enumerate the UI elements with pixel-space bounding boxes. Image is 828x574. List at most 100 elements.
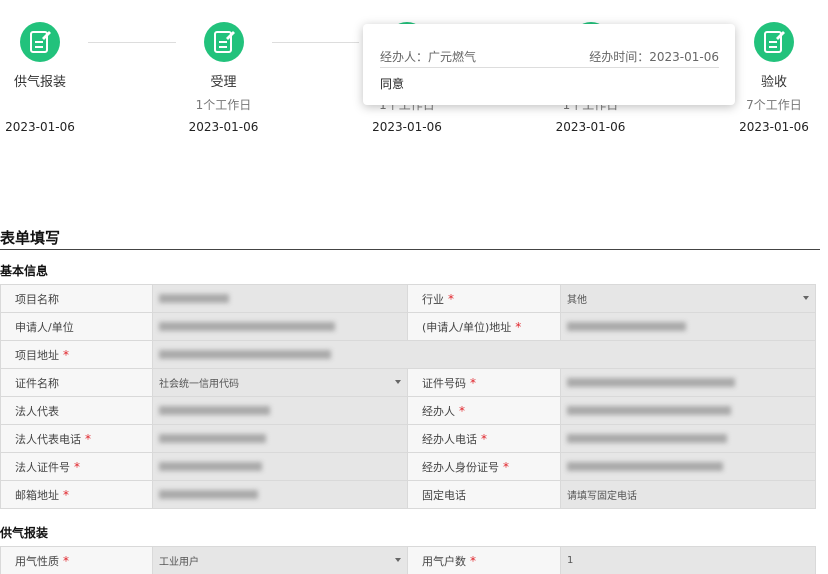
field-label: 经办人 * [407,396,561,425]
blurred-value [159,406,270,415]
select-field[interactable]: 社会统一信用代码 [152,368,408,397]
dropdown-arrow [395,380,401,384]
input-field[interactable] [152,480,408,509]
required-mark: * [459,403,465,418]
input-field[interactable] [152,424,408,453]
blurred-value [159,350,331,359]
connector [88,42,176,43]
field-value: 1 [567,555,574,566]
required-mark: * [74,459,80,474]
form-divider [0,249,820,250]
input-field[interactable] [152,284,408,313]
form-title: 表单填写 [0,229,61,247]
blurred-value [159,490,258,499]
input-field[interactable] [152,340,816,369]
step-icon [203,22,244,62]
field-label: 固定电话 [407,480,561,509]
required-mark: * [481,431,487,446]
label-text: 项目地址 [15,348,59,362]
blurred-value [159,462,262,471]
select-field[interactable]: 工业用户 [152,546,408,574]
step-date: 2023-01-06 [739,120,809,134]
step-icon-wrap [202,20,246,64]
field-label: 法人证件号 * [0,452,153,481]
field-label: 邮箱地址 * [0,480,153,509]
step-date: 2023-01-06 [5,120,75,134]
input-field[interactable]: 1 [560,546,816,574]
required-mark: * [470,375,476,390]
step-duration: 7个工作日 [746,98,802,112]
input-field[interactable] [560,424,816,453]
input-field[interactable] [560,452,816,481]
blurred-value [567,462,723,471]
tooltip-handler: 经办人：广元燃气 [380,50,477,64]
blurred-value [567,406,731,415]
field-label: 经办人身份证号 * [407,452,561,481]
field-value: 工业用户 [159,557,199,568]
step-duration: 1个工作日 [195,98,252,112]
step-date: 2023-01-06 [188,120,259,134]
select-field[interactable]: 其他 [560,284,816,313]
step-icon [754,22,794,62]
label-text: 法人代表电话 [15,432,81,446]
field-label: 法人代表电话 * [0,424,153,453]
label-text: 经办人身份证号 [422,460,499,474]
label-text: 申请人/单位 [15,320,74,334]
required-mark: * [448,291,454,306]
label-text: (申请人/单位)地址 [422,320,512,334]
field-label: 项目地址 * [0,340,153,369]
tooltip: 经办人：广元燃气 经办时间：2023-01-06 同意 [363,24,735,105]
field-label: 用气性质 * [0,546,153,574]
input-field[interactable] [152,312,408,341]
required-mark: * [515,319,522,334]
dropdown-arrow [395,558,401,562]
step-icon-wrap [752,20,796,64]
required-mark: * [63,487,69,502]
step-date: 2023-01-06 [555,120,626,134]
blurred-value [567,434,727,443]
label-text: 经办人 [422,404,455,418]
section-title: 供气报装 [0,526,49,540]
field-label: 经办人电话 * [407,424,561,453]
input-field[interactable] [560,312,816,341]
field-label: 项目名称 [0,284,153,313]
required-mark: * [63,553,69,568]
label-text: 用气性质 [15,554,59,568]
field-label: 证件名称 [0,368,153,397]
blurred-value [567,378,735,387]
step-date: 2023-01-06 [372,120,442,134]
required-mark: * [503,459,509,474]
input-field[interactable]: 请填写固定电话 [560,480,816,509]
step-icon-wrap [18,20,62,64]
label-text: 用气户数 [422,554,466,568]
label-text: 证件名称 [15,376,59,390]
dropdown-arrow [803,296,809,300]
field-value: 社会统一信用代码 [159,379,239,390]
input-field[interactable] [152,396,408,425]
label-text: 法人代表 [15,404,59,418]
field-value: 其他 [567,295,587,306]
field-label: 法人代表 [0,396,153,425]
required-mark: * [470,553,476,568]
blurred-value [159,322,335,331]
tooltip-time: 经办时间：2023-01-06 [589,50,719,64]
tooltip-opinion: 同意 [380,77,405,91]
field-label: 申请人/单位 [0,312,153,341]
label-text: 证件号码 [422,376,466,390]
step-icon [20,22,60,62]
input-field[interactable] [560,396,816,425]
input-field[interactable] [152,452,408,481]
input-field[interactable] [560,368,816,397]
field-value: 请填写固定电话 [567,491,637,502]
section-title: 基本信息 [0,264,49,278]
blurred-value [567,322,686,331]
label-text: 邮箱地址 [15,488,59,502]
step-label: 验收 [760,75,787,90]
connector [271,42,359,43]
required-mark: * [85,431,91,446]
label-text: 经办人电话 [422,432,477,446]
field-label: (申请人/单位)地址 * [407,312,561,341]
tooltip-divider [380,67,719,68]
field-label: 用气户数 * [407,546,561,574]
